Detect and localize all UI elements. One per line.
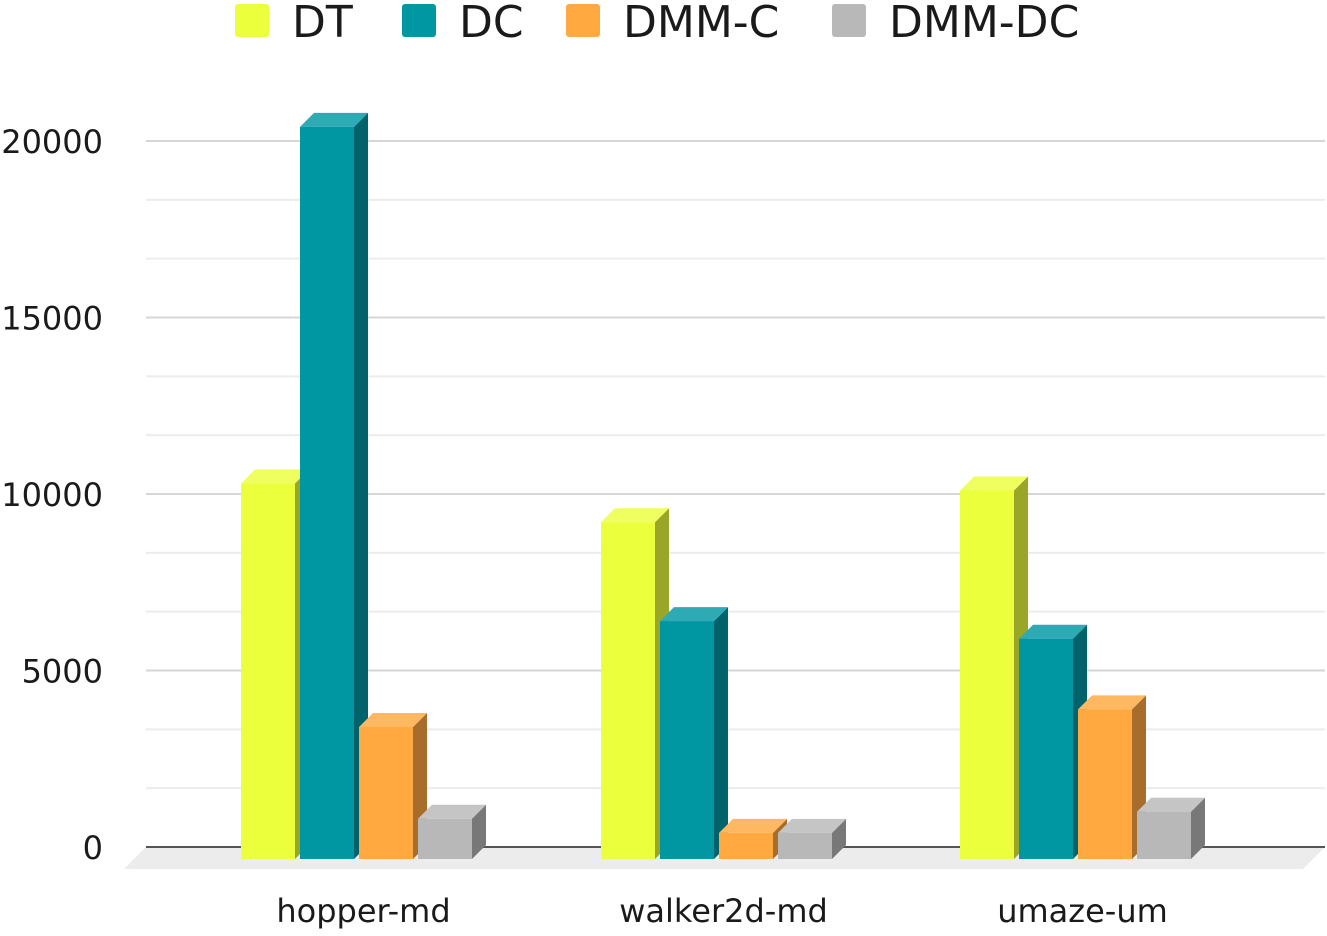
y-tick-label: 15000 [1, 300, 103, 338]
bar-dmm-c-hopper-md [359, 712, 427, 859]
bar-top [719, 818, 787, 833]
bar-top [300, 112, 368, 127]
legend: DT DC DMM-C DMM-DC [235, 0, 1079, 48]
bar-top [778, 818, 846, 833]
bar-top [1078, 695, 1146, 710]
bar-front [778, 832, 832, 859]
y-axis: 0 5000 10000 15000 20000 [1, 123, 103, 867]
bar-top [1019, 624, 1087, 639]
legend-label: DC [459, 0, 524, 48]
bar-dc-umaze-um [1019, 624, 1087, 859]
bar-top [241, 469, 309, 484]
legend-label: DMM-C [623, 0, 779, 48]
bar-top [601, 508, 669, 523]
legend-swatch [566, 4, 600, 37]
bar-dmm-c-walker2d-md [719, 818, 787, 859]
bar-side [354, 112, 368, 859]
legend-label: DT [292, 0, 353, 48]
legend-swatch [832, 4, 866, 37]
bar-dmm-c-umaze-um [1078, 695, 1146, 859]
bar-side [472, 804, 486, 859]
bar-front [660, 621, 714, 859]
bar-front [1137, 811, 1191, 859]
bar-top [660, 607, 728, 622]
bar-front [300, 126, 354, 859]
bar-front [960, 490, 1014, 859]
bar-side [1191, 797, 1205, 859]
bars [241, 112, 1205, 859]
bar-front [1019, 638, 1073, 859]
bar-dmm-dc-walker2d-md [778, 818, 846, 859]
bar-dt-umaze-um [960, 476, 1028, 859]
bar-dc-hopper-md [300, 112, 368, 859]
bar-dmm-dc-hopper-md [418, 804, 486, 859]
bar-front [719, 832, 773, 859]
bar-top [359, 712, 427, 727]
y-tick-label: 0 [83, 829, 103, 867]
bar-top [1137, 797, 1205, 812]
bar-front [601, 522, 655, 859]
bar-front [359, 726, 413, 859]
y-tick-label: 10000 [1, 476, 103, 514]
y-tick-label: 5000 [22, 653, 103, 691]
bar-side [714, 607, 728, 859]
legend-swatch [402, 4, 436, 37]
legend-label: DMM-DC [889, 0, 1079, 48]
x-axis: hopper-md walker2d-md umaze-um [276, 892, 1167, 930]
bar-dc-walker2d-md [660, 607, 728, 859]
bar-side [832, 818, 846, 859]
bar-dt-hopper-md [241, 469, 309, 859]
bar-top [960, 476, 1028, 491]
y-tick-label: 20000 [1, 123, 103, 161]
bar-dt-walker2d-md [601, 508, 669, 859]
bar-front [241, 483, 295, 859]
x-tick-label: umaze-um [997, 892, 1168, 930]
x-tick-label: hopper-md [276, 892, 450, 930]
bar-top [418, 804, 486, 819]
x-tick-label: walker2d-md [619, 892, 828, 930]
bar-dmm-dc-umaze-um [1137, 797, 1205, 859]
bar-front [1078, 709, 1132, 859]
bar-front [418, 818, 472, 859]
legend-swatch [235, 4, 269, 37]
